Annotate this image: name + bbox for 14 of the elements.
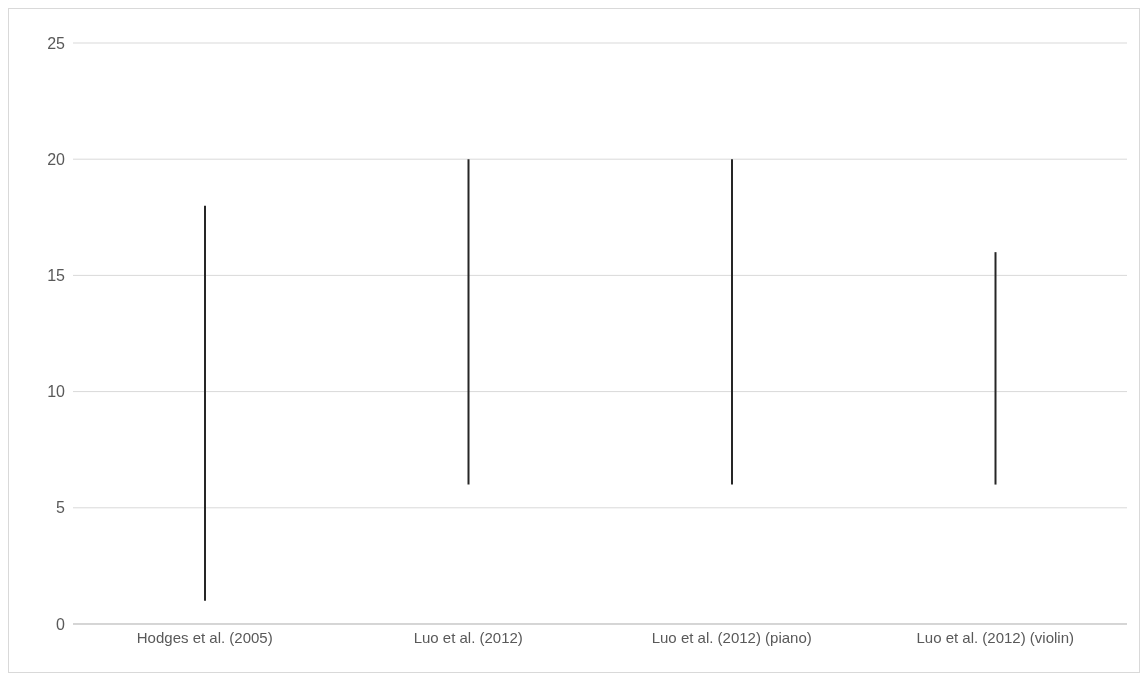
- y-tick-label: 20: [47, 150, 66, 168]
- y-tick-label: 0: [56, 615, 66, 633]
- x-tick-label: Luo et al. (2012) (piano): [651, 628, 812, 646]
- bar: [204, 205, 206, 601]
- y-tick-label: 25: [47, 34, 66, 52]
- y-tick-label: 15: [47, 267, 66, 285]
- x-tick-label: Hodges et al. (2005): [136, 628, 273, 646]
- bar: [994, 252, 997, 485]
- y-tick-label: 5: [56, 499, 66, 517]
- y-tick-label: 10: [47, 383, 66, 401]
- bar: [467, 159, 470, 485]
- x-tick-label: Luo et al. (2012) (violin): [916, 628, 1075, 646]
- bar: [731, 159, 733, 485]
- x-tick-label: Luo et al. (2012): [413, 628, 523, 646]
